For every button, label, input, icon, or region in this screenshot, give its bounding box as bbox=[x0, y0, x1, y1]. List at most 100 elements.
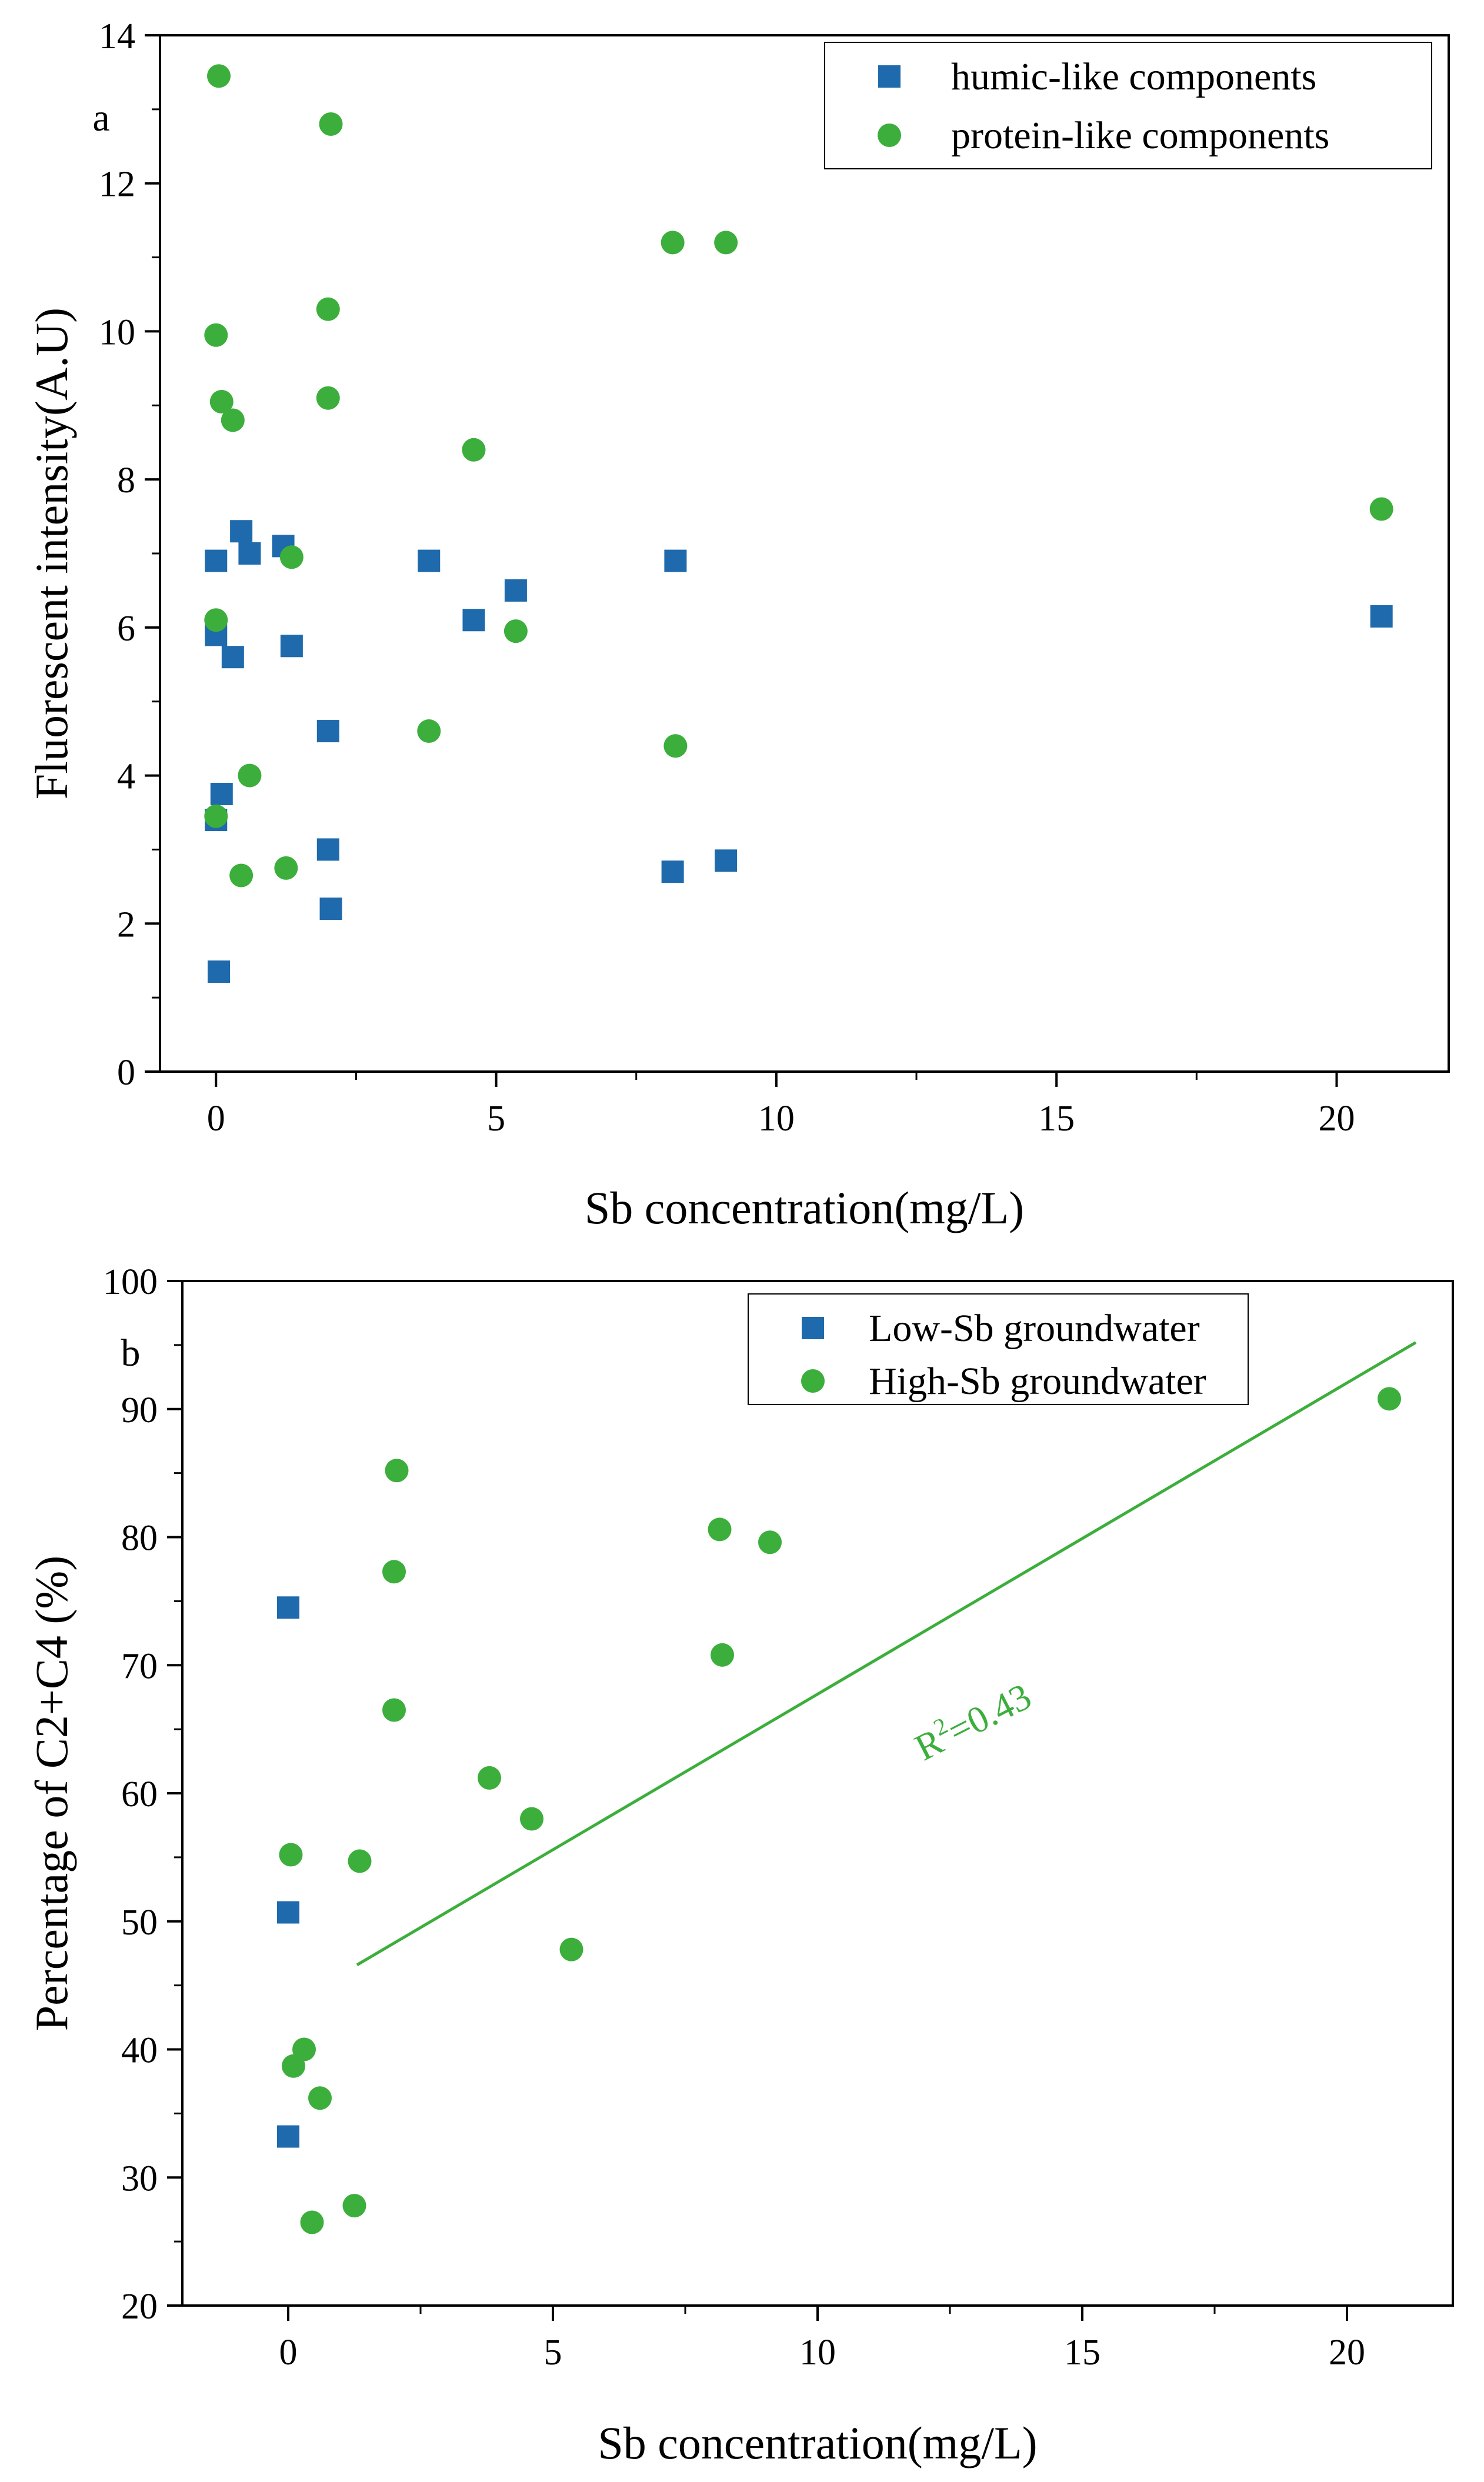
data-point-circle bbox=[274, 856, 298, 880]
data-point-square bbox=[1370, 605, 1393, 628]
y-tick-label: 12 bbox=[99, 165, 135, 205]
legend-marker-circle bbox=[878, 124, 901, 147]
r-squared-annotation: R2=0.43 bbox=[907, 1673, 1038, 1769]
legend-marker-square bbox=[802, 1317, 824, 1339]
data-point-circle bbox=[204, 323, 228, 347]
data-point-circle bbox=[478, 1766, 501, 1790]
data-point-circle bbox=[1378, 1387, 1401, 1411]
legend-label: Low-Sb groundwater bbox=[869, 1307, 1200, 1350]
data-point-square bbox=[277, 1596, 299, 1619]
data-point-square bbox=[208, 960, 231, 983]
series-1 bbox=[277, 1596, 299, 2148]
data-point-circle bbox=[503, 619, 528, 643]
data-point-square bbox=[462, 609, 485, 632]
plot-frame bbox=[181, 1280, 1454, 2307]
legend-label: High-Sb groundwater bbox=[869, 1360, 1206, 1403]
data-point-square bbox=[277, 1901, 299, 1924]
x-tick-label: 15 bbox=[1064, 2333, 1101, 2373]
data-point-square bbox=[664, 549, 687, 572]
series-1 bbox=[205, 520, 1393, 983]
series-2 bbox=[204, 64, 1393, 888]
data-point-circle bbox=[316, 386, 340, 410]
y-tick-label: 10 bbox=[99, 312, 135, 352]
data-point-square bbox=[418, 549, 441, 572]
legend-marker-circle bbox=[801, 1369, 825, 1393]
legend-label: humic-like components bbox=[951, 55, 1316, 98]
y-axis-title: Fluorescent intensity(A.U) bbox=[26, 308, 77, 799]
data-point-square bbox=[661, 860, 684, 883]
data-point-square bbox=[205, 549, 228, 572]
legend-box bbox=[748, 1293, 1249, 1405]
data-point-circle bbox=[316, 297, 340, 321]
x-tick-label: 0 bbox=[279, 2333, 298, 2373]
data-point-circle bbox=[385, 1459, 409, 1483]
x-tick-label: 0 bbox=[207, 1099, 225, 1139]
x-tick-label: 5 bbox=[544, 2333, 562, 2373]
panel-letter: a bbox=[92, 96, 109, 139]
data-point-square bbox=[210, 783, 233, 806]
data-point-circle bbox=[417, 719, 441, 743]
data-point-square bbox=[280, 635, 303, 658]
y-tick-label: 90 bbox=[121, 1390, 158, 1430]
data-point-circle bbox=[342, 2194, 366, 2218]
x-tick-label: 15 bbox=[1038, 1099, 1075, 1139]
data-point-circle bbox=[221, 408, 245, 432]
y-tick-label: 70 bbox=[121, 1646, 158, 1686]
data-point-circle bbox=[382, 1698, 406, 1722]
y-tick-label: 20 bbox=[121, 2287, 158, 2327]
data-point-circle bbox=[663, 734, 688, 758]
data-point-circle bbox=[238, 763, 262, 788]
data-point-circle bbox=[229, 863, 254, 888]
data-point-circle bbox=[714, 231, 738, 255]
data-point-circle bbox=[382, 1560, 406, 1584]
data-point-circle bbox=[279, 545, 304, 569]
data-point-circle bbox=[462, 438, 486, 462]
legend: humic-like components protein-like compon… bbox=[824, 42, 1432, 169]
x-tick-label: 5 bbox=[487, 1099, 505, 1139]
y-tick-label: 8 bbox=[117, 461, 135, 501]
trend-line bbox=[356, 1341, 1417, 1966]
data-point-square bbox=[319, 898, 342, 920]
legend-label: protein-like components bbox=[951, 114, 1329, 157]
panel-a-scatter-chart: 0 5 10 15 20 0 2 4 6 8 10 12 14 Sb concentration(mg/L… bbox=[26, 16, 1450, 1233]
legend: Low-Sb groundwater High-Sb groundwater bbox=[748, 1293, 1249, 1405]
x-axis-title: Sb concentration(mg/L) bbox=[598, 2417, 1037, 2468]
data-point-circle bbox=[1369, 497, 1393, 521]
data-point-circle bbox=[207, 64, 231, 88]
data-point-square bbox=[221, 646, 244, 669]
y-tick-label: 80 bbox=[121, 1519, 158, 1559]
x-tick-label: 10 bbox=[758, 1099, 795, 1139]
y-tick-label: 60 bbox=[121, 1774, 158, 1814]
data-point-circle bbox=[708, 1517, 732, 1542]
data-point-circle bbox=[204, 804, 228, 828]
data-point-circle bbox=[559, 1937, 583, 1961]
y-tick-label: 30 bbox=[121, 2159, 158, 2199]
x-tick-label: 20 bbox=[1329, 2333, 1365, 2373]
data-point-square bbox=[316, 838, 339, 861]
panel-b-scatter-chart: 0 5 10 15 20 20 30 40 50 60 70 80 90 100 Sb concentrat… bbox=[26, 1262, 1454, 2468]
y-tick-label: 0 bbox=[117, 1053, 135, 1093]
y-tick-label: 2 bbox=[117, 905, 135, 945]
data-point-circle bbox=[661, 231, 685, 255]
data-point-circle bbox=[300, 2210, 324, 2234]
data-point-square bbox=[230, 520, 253, 543]
data-point-circle bbox=[711, 1643, 734, 1667]
data-point-circle bbox=[282, 2054, 305, 2078]
data-point-circle bbox=[279, 1843, 303, 1867]
data-point-circle bbox=[319, 112, 343, 136]
x-axis-title: Sb concentration(mg/L) bbox=[585, 1182, 1024, 1233]
data-point-circle bbox=[758, 1530, 782, 1554]
y-tick-label: 100 bbox=[103, 1262, 158, 1302]
data-point-square bbox=[238, 542, 261, 565]
data-point-circle bbox=[348, 1849, 372, 1873]
legend-marker-square bbox=[878, 65, 901, 88]
data-point-square bbox=[715, 849, 738, 872]
y-tick-label: 6 bbox=[117, 609, 135, 649]
data-point-square bbox=[316, 720, 339, 743]
y-axis-title: Percentage of C2+C4 (%) bbox=[26, 1556, 77, 2031]
data-point-circle bbox=[209, 389, 234, 413]
plot-frame bbox=[159, 34, 1450, 1073]
data-point-circle bbox=[204, 608, 228, 632]
data-point-square bbox=[277, 2125, 299, 2148]
